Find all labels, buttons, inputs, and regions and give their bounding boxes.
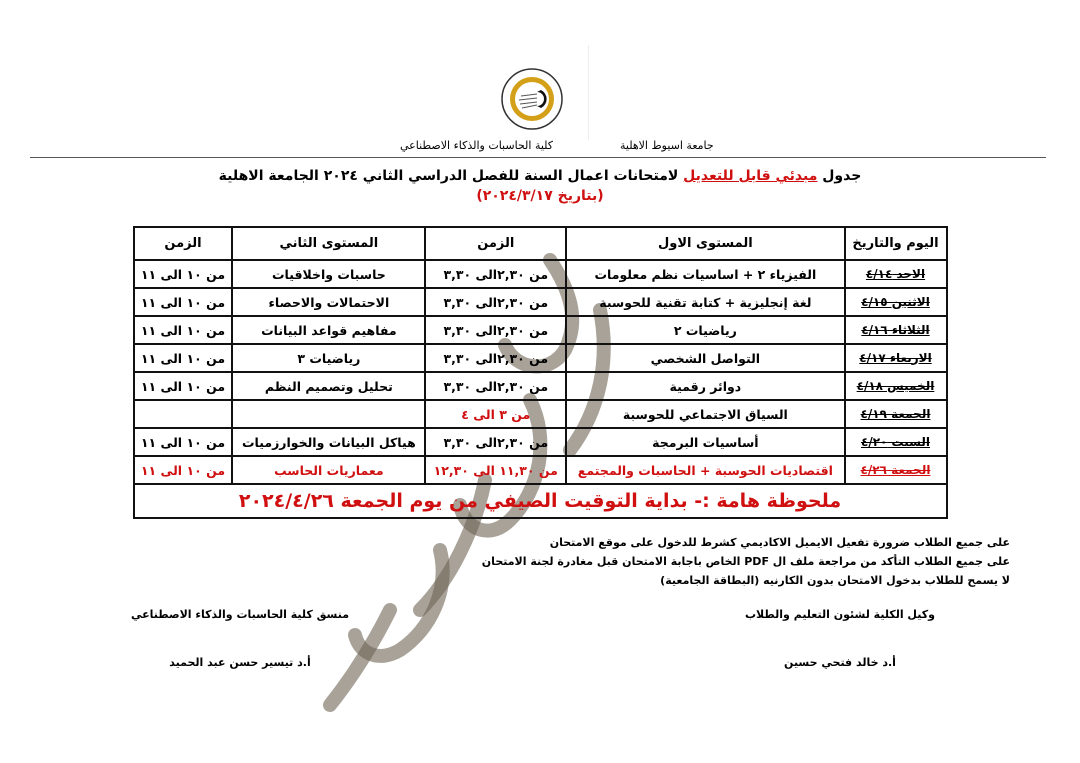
day-cell: الاربعاء ٤/١٧ <box>843 343 948 373</box>
title-date: (بتاريخ ٢٠٢٤/٣/١٧) <box>476 188 604 204</box>
faculty-name: كلية الحاسبات والذكاء الاصطناعي <box>400 139 554 152</box>
time1-cell: من ٢,٣٠الى ٣,٣٠ <box>424 371 568 401</box>
vice-dean-block: وكيل الكلية لشئون التعليم والطلاب أ.د خا… <box>690 608 990 670</box>
level2-cell: هياكل البيانات والخوارزميات <box>231 427 427 457</box>
note-row: ملحوظة هامة :- بداية التوقيت الصيفي من ي… <box>132 483 948 519</box>
header-level2: المستوى الثاني <box>231 226 427 261</box>
time2-cell: من ١٠ الى ١١ <box>132 455 234 485</box>
coordinator-title: منسق كلية الحاسبات والذكاء الاصطناعي <box>130 608 350 621</box>
level2-cell: حاسبات واخلاقيات <box>231 259 427 289</box>
level2-cell: رياضيات ٣ <box>231 343 427 373</box>
level1-cell: رياضيات ٢ <box>565 315 846 345</box>
level2-cell <box>231 399 427 429</box>
time2-cell: من ١٠ الى ١١ <box>132 343 234 373</box>
coordinator-name: أ.د تيسير حسن عبد الحميد <box>169 656 311 669</box>
level2-cell: معماريات الحاسب <box>231 455 427 485</box>
university-name: جامعة اسيوط الاهلية <box>620 139 714 152</box>
time2-cell: من ١٠ الى ١١ <box>132 287 234 317</box>
table-row: الخميس ٤/١٨ دوائر رقمية من ٢,٣٠الى ٣,٣٠ تحل… <box>132 371 948 401</box>
header-level1: المستوى الاول <box>565 226 846 261</box>
level1-cell: الفيزياء ٢ + اساسيات نظم معلومات <box>565 259 846 289</box>
university-logo <box>501 68 563 130</box>
vice-dean-title: وكيل الكلية لشئون التعليم والطلاب <box>745 608 935 621</box>
table-row: الاحد ٤/١٤ الفيزياء ٢ + اساسيات نظم معلوم… <box>132 259 948 289</box>
time1-cell: من ٢,٣٠الى ٣,٣٠ <box>424 287 568 317</box>
table-row: الجمعة ٤/١٩ السياق الاجتماعي للحوسبة من ٣ … <box>132 399 948 429</box>
exam-schedule-table: اليوم والتاريخ المستوى الاول الزمن المست… <box>132 226 948 519</box>
time2-cell: من ١٠ الى ١١ <box>132 259 234 289</box>
instructions: على جميع الطلاب ضرورة تفعيل الايميل الاك… <box>70 533 1010 590</box>
instruction-3: لا يسمح للطلاب بدخول الامتحان بدون الكار… <box>660 574 1010 587</box>
time1-cell: من ٢,٣٠الى ٣,٣٠ <box>424 427 568 457</box>
header-divider <box>30 157 1046 158</box>
content-flow: جدول مبدئي قابل للتعديل لامتحانات اعمال … <box>0 166 1080 670</box>
day-cell: الخميس ٤/١٨ <box>843 371 948 401</box>
time1-cell: من ١١,٣٠ الى ١٢,٣٠ <box>424 455 568 485</box>
level1-cell: اقتصاديات الحوسبة + الحاسبات والمجتمع <box>565 455 846 485</box>
instruction-2: على جميع الطلاب التأكد من مراجعة ملف ال … <box>481 555 1010 568</box>
day-cell: الجمعة ٤/٢٦ <box>843 455 948 485</box>
title-highlight: مبدئي قابل للتعديل <box>683 168 818 184</box>
coordinator-block: منسق كلية الحاسبات والذكاء الاصطناعي أ.د… <box>90 608 390 670</box>
vice-dean-name: أ.د خالد فتحي حسين <box>784 656 896 669</box>
title-prefix: جدول <box>822 168 862 184</box>
header-time2: الزمن <box>132 226 234 261</box>
header-day: اليوم والتاريخ <box>843 226 948 261</box>
instruction-1: على جميع الطلاب ضرورة تفعيل الايميل الاك… <box>549 536 1010 549</box>
level1-cell: دوائر رقمية <box>565 371 846 401</box>
table-row: الثلاثاء ٤/١٦ رياضيات ٢ من ٢,٣٠الى ٣,٣٠ مفا… <box>132 315 948 345</box>
day-cell: الاحد ٤/١٤ <box>843 259 948 289</box>
day-cell: السبت ٤/٢٠ <box>843 427 948 457</box>
level2-cell: الاحتمالات والاحصاء <box>231 287 427 317</box>
time2-cell: من ١٠ الى ١١ <box>132 371 234 401</box>
table-row: الجمعة ٤/٢٦ اقتصاديات الحوسبة + الحاسبات … <box>132 455 948 485</box>
day-cell: الاثنين ٤/١٥ <box>843 287 948 317</box>
signatures: وكيل الكلية لشئون التعليم والطلاب أ.د خا… <box>90 608 990 670</box>
time2-cell: من ١٠ الى ١١ <box>132 315 234 345</box>
time1-cell: من ٢,٣٠الى ٣,٣٠ <box>424 315 568 345</box>
time2-cell: من ١٠ الى ١١ <box>132 427 234 457</box>
level1-cell: لغة إنجليزية + كتابة تقنية للحوسبة <box>565 287 846 317</box>
time1-cell: من ٢,٣٠الى ٣,٣٠ <box>424 343 568 373</box>
table-row: الاثنين ٤/١٥ لغة إنجليزية + كتابة تقنية ل… <box>132 287 948 317</box>
page-title: جدول مبدئي قابل للتعديل لامتحانات اعمال … <box>100 166 980 186</box>
level1-cell: التواصل الشخصي <box>565 343 846 373</box>
summer-time-note: ملحوظة هامة :- بداية التوقيت الصيفي من ي… <box>132 483 948 519</box>
header-divider-vertical <box>588 45 589 140</box>
table-row: السبت ٤/٢٠ أساسيات البرمجة من ٢,٣٠الى ٣,٣٠… <box>132 427 948 457</box>
header-time1: الزمن <box>424 226 568 261</box>
time1-cell: من ٢,٣٠الى ٣,٣٠ <box>424 259 568 289</box>
title-suffix: لامتحانات اعمال السنة للفصل الدراسي الثا… <box>218 168 679 184</box>
day-cell: الجمعة ٤/١٩ <box>843 399 948 429</box>
level1-cell: أساسيات البرمجة <box>565 427 846 457</box>
level2-cell: مفاهيم قواعد البيانات <box>231 315 427 345</box>
table-row: الاربعاء ٤/١٧ التواصل الشخصي من ٢,٣٠الى ٣,… <box>132 343 948 373</box>
day-cell: الثلاثاء ٤/١٦ <box>843 315 948 345</box>
time1-cell: من ٣ الى ٤ <box>424 399 568 429</box>
table-header-row: اليوم والتاريخ المستوى الاول الزمن المست… <box>132 226 948 261</box>
time2-cell <box>132 399 234 429</box>
level2-cell: تحليل وتصميم النظم <box>231 371 427 401</box>
level1-cell: السياق الاجتماعي للحوسبة <box>565 399 846 429</box>
